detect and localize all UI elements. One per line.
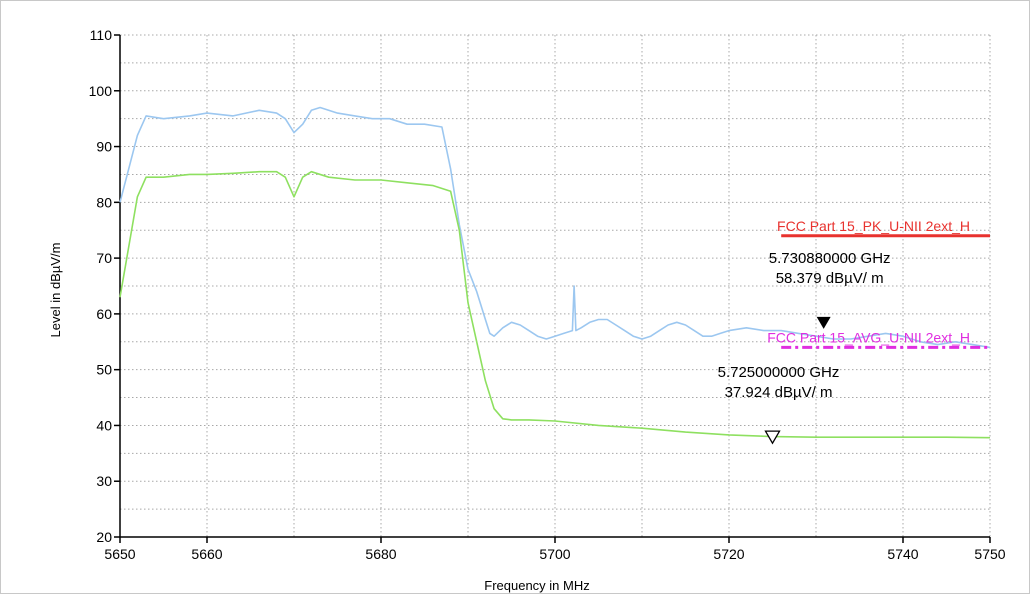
marker-hollow-triangle [764,430,781,445]
y-tick-label: 30 [96,473,112,489]
y-tick-label: 70 [96,250,112,266]
x-tick-label: 5660 [191,546,222,562]
marker-filled-triangle [816,316,831,329]
x-tick-label: 5680 [365,546,396,562]
y-tick-label: 100 [89,83,113,99]
axes [114,34,991,543]
markers: 5.730880000 GHz 58.379 dBµV/ m 5.725000000… [718,250,891,445]
y-tick-label: 110 [90,27,113,43]
x-tick-label: 5750 [974,546,1005,562]
data-series [119,106,991,439]
x-tick-label: 5700 [539,546,570,562]
y-tick-label: 60 [96,306,112,322]
series-line-0 [119,106,991,349]
marker-frequency-label: 5.725000000 GHz [718,364,840,381]
y-tick-label: 40 [96,417,112,433]
x-tick-label: 5650 [104,546,135,562]
y-tick-label: 90 [96,139,112,155]
marker-level-label: 37.924 dBµV/ m [725,384,833,401]
y-tick-label: 50 [96,362,112,378]
tick-labels: 20 30 40 50 60 70 80 90 100 110 5650 5660 5680 5700 57… [89,27,1006,562]
y-tick-label: 80 [96,194,112,210]
x-tick-label: 5740 [887,546,918,562]
marker-level-label: 58.379 dBµV/ m [776,270,884,287]
limit-line-label: FCC Part 15_PK_U-NII 2ext_H [777,218,970,234]
x-tick-label: 5720 [713,546,744,562]
marker-frequency-label: 5.730880000 GHz [769,250,891,267]
y-axis-label: Level in dBµV/m [48,243,63,338]
x-axis-label: Frequency in MHz [484,578,589,593]
y-tick-label: 20 [96,529,112,545]
grid-lines [119,34,991,538]
limit-lines: FCC Part 15_PK_U-NII 2ext_H FCC Part 15_A… [767,218,990,349]
limit-line-label: FCC Part 15_AVG_U-NII 2ext_H [767,329,970,345]
series-line-1 [119,170,991,439]
